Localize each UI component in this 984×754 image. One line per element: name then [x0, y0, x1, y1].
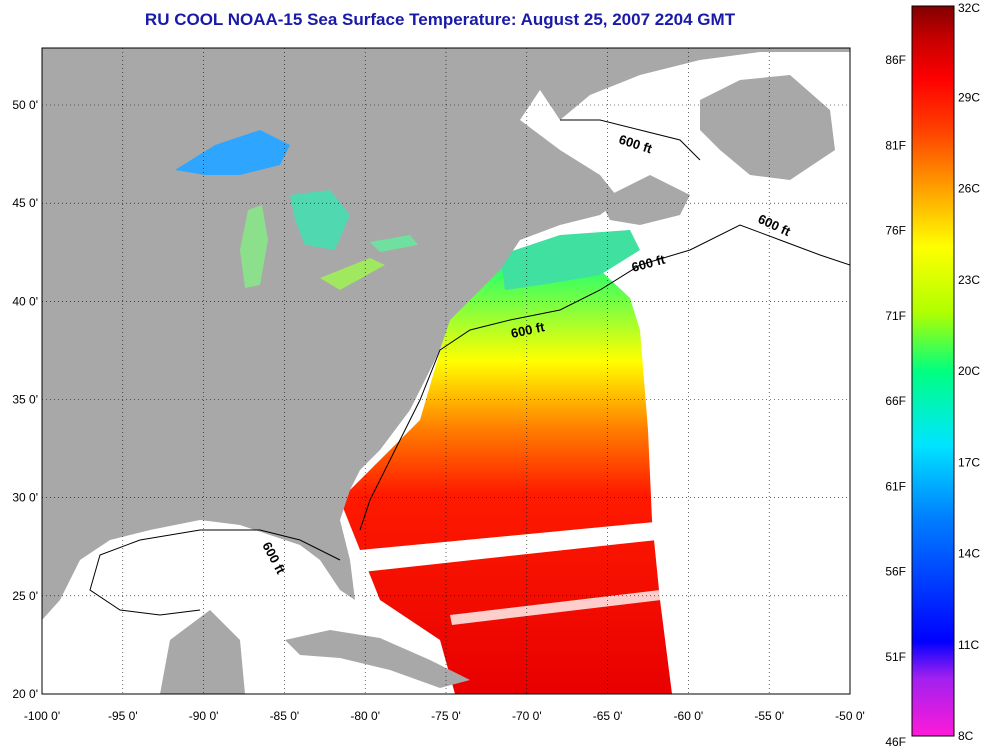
latitude-tick-label: 45 0': [12, 196, 38, 210]
longitude-tick-label: -60 0': [674, 709, 704, 723]
longitude-tick-label: -85 0': [270, 709, 300, 723]
longitude-tick-label: -90 0': [189, 709, 219, 723]
longitude-tick-label: -80 0': [350, 709, 380, 723]
lake-huron: [290, 190, 350, 250]
lake-michigan: [240, 205, 268, 288]
latitude-tick-label: 40 0': [12, 294, 38, 308]
plot-border: [41, 47, 851, 695]
isobath-600ft-gulf: [89, 529, 341, 616]
land-nova-scotia: [600, 175, 690, 225]
colorbar-fahrenheit-labels: 86F 81F 76F 71F 66F 61F 56F 51F 46F: [885, 53, 906, 749]
contour-label: 600 ft: [510, 319, 547, 341]
colorbar-celsius-labels: 32C 29C 26C 23C 20C 17C 14C 11C 8C: [958, 1, 980, 743]
colorbar-fahrenheit-label: 81F: [885, 138, 906, 152]
gridlines: [42, 48, 850, 694]
colorbar-celsius-label: 8C: [958, 729, 974, 743]
colorbar-fahrenheit-label: 71F: [885, 309, 906, 323]
colorbar-celsius-label: 11C: [958, 638, 979, 652]
longitude-tick-label: -65 0': [593, 709, 623, 723]
land-cuba: [285, 630, 470, 688]
longitude-tick-label: -75 0': [431, 709, 461, 723]
land-atlantic-canada: [700, 75, 835, 180]
colorbar-celsius-label: 26C: [958, 182, 980, 196]
latitude-axis: 50 0' 45 0' 40 0' 35 0' 30 0' 25 0' 20 0': [12, 98, 38, 701]
land-north-america: [42, 48, 850, 620]
shelf-water: [500, 230, 640, 290]
latitude-tick-label: 50 0': [12, 98, 38, 112]
colorbar-fahrenheit-label: 56F: [885, 565, 906, 579]
longitude-axis: -100 0' -95 0' -90 0' -85 0' -80 0' -75 0' -70…: [24, 709, 865, 723]
land-yucatan: [160, 610, 245, 694]
longitude-tick-label: -95 0': [108, 709, 138, 723]
latitude-tick-label: 25 0': [12, 589, 38, 603]
isobath-600ft-gulf-of-st-lawrence: [560, 119, 701, 161]
latitude-tick-label: 35 0': [12, 393, 38, 407]
cloud-band: [360, 522, 657, 572]
colorbar-celsius-label: 29C: [958, 90, 980, 104]
colorbar-celsius-label: 14C: [958, 547, 980, 561]
longitude-tick-label: -50 0': [835, 709, 865, 723]
latitude-tick-label: 30 0': [12, 491, 38, 505]
isobath-600ft-northeast: [439, 224, 850, 351]
lake-ontario: [370, 235, 418, 252]
latitude-tick-label: 20 0': [12, 687, 38, 701]
colorbar-celsius-label: 17C: [958, 455, 980, 469]
sst-swath: [340, 250, 672, 694]
colorbar-fahrenheit-label: 66F: [885, 394, 906, 408]
isobath-600ft-southeast: [359, 349, 441, 531]
colorbar-fahrenheit-label: 51F: [885, 650, 906, 664]
map-title: RU COOL NOAA-15 Sea Surface Temperature:…: [144, 10, 736, 29]
colorbar-fahrenheit-label: 46F: [885, 735, 906, 749]
lake-erie: [320, 258, 385, 290]
colorbar-fahrenheit-label: 86F: [885, 53, 906, 67]
longitude-tick-label: -100 0': [24, 709, 60, 723]
colorbar-celsius-label: 20C: [958, 364, 980, 378]
colorbar-celsius-label: 23C: [958, 273, 980, 287]
colorbar: [911, 5, 955, 737]
colorbar-fahrenheit-label: 76F: [885, 224, 906, 238]
lake-superior: [175, 130, 290, 175]
colorbar-celsius-label: 32C: [958, 1, 980, 15]
longitude-tick-label: -55 0': [754, 709, 784, 723]
colorbar-fahrenheit-label: 61F: [885, 479, 906, 493]
longitude-tick-label: -70 0': [512, 709, 542, 723]
cloud-band-lower: [450, 590, 661, 625]
